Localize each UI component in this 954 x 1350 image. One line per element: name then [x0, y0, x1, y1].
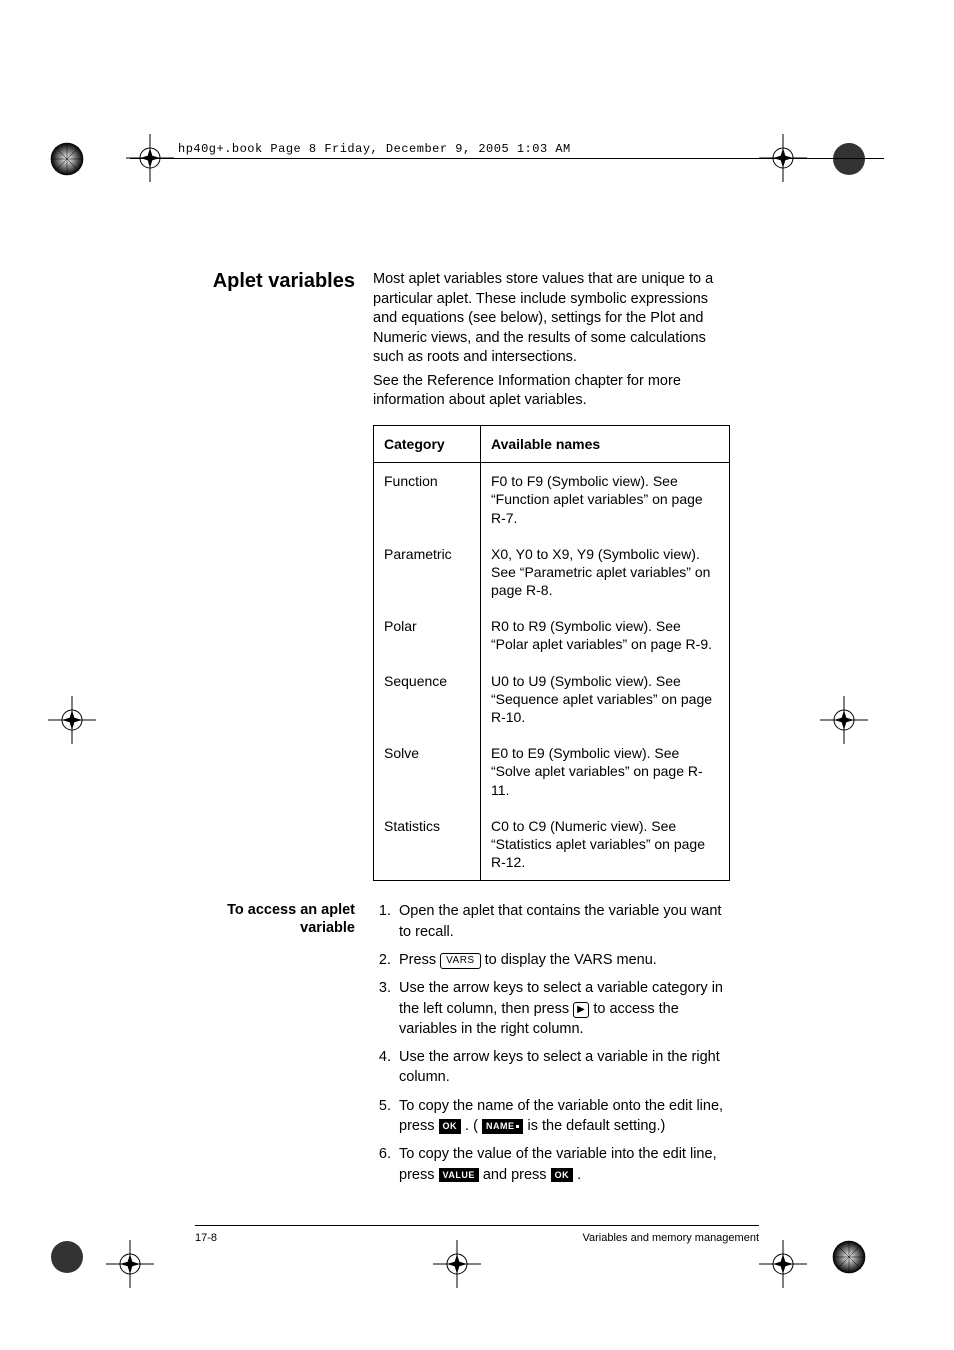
table-cell-category: Sequence	[374, 663, 481, 736]
corner-mark-icon	[832, 142, 866, 176]
registration-mark-icon	[106, 1240, 154, 1288]
ok-softkey-icon: OK	[439, 1119, 462, 1134]
table-row: SolveE0 to E9 (Symbolic view). See “Solv…	[374, 735, 730, 808]
corner-mark-icon	[50, 1240, 84, 1274]
table-cell-category: Statistics	[374, 808, 481, 881]
table-cell-category: Solve	[374, 735, 481, 808]
vars-key-icon: VARS	[440, 953, 481, 969]
registration-mark-icon	[820, 696, 868, 744]
footer-title: Variables and memory management	[583, 1232, 760, 1244]
table-cell-category: Polar	[374, 608, 481, 662]
table-header-category: Category	[374, 425, 481, 462]
table-cell-category: Function	[374, 463, 481, 536]
table-cell-names: E0 to E9 (Symbolic view). See “Solve apl…	[481, 735, 730, 808]
list-item: Open the aplet that contains the variabl…	[395, 901, 730, 942]
table-cell-names: X0, Y0 to X9, Y9 (Symbolic view). See “P…	[481, 536, 730, 609]
table-cell-names: R0 to R9 (Symbolic view). See “Polar apl…	[481, 608, 730, 662]
list-item: Use the arrow keys to select a variable …	[395, 978, 730, 1039]
footer-rule	[195, 1225, 759, 1226]
aplet-variables-table: Category Available names FunctionF0 to F…	[373, 425, 730, 881]
ok-softkey-icon: OK	[551, 1168, 574, 1183]
name-softkey-icon: NAME	[482, 1119, 524, 1134]
table-cell-names: F0 to F9 (Symbolic view). See “Function …	[481, 463, 730, 536]
header-filename: hp40g+.book Page 8 Friday, December 9, 2…	[178, 142, 571, 156]
section-heading: Aplet variables	[195, 270, 355, 293]
registration-mark-icon	[48, 696, 96, 744]
registration-mark-icon	[759, 1240, 807, 1288]
value-softkey-icon: VALUE	[439, 1168, 479, 1183]
list-item: Press VARS to display the VARS menu.	[395, 950, 730, 970]
table-cell-names: U0 to U9 (Symbolic view). See “Sequence …	[481, 663, 730, 736]
intro-paragraph-2: See the Reference Information chapter fo…	[373, 372, 730, 411]
subsection-heading: To access an aplet variable	[195, 901, 355, 937]
list-item: To copy the name of the variable onto th…	[395, 1096, 730, 1137]
footer-page-number: 17-8	[195, 1232, 217, 1244]
list-item: To copy the value of the variable into t…	[395, 1144, 730, 1185]
table-header-names: Available names	[481, 425, 730, 462]
table-cell-category: Parametric	[374, 536, 481, 609]
corner-mark-icon	[50, 142, 84, 176]
table-row: FunctionF0 to F9 (Symbolic view). See “F…	[374, 463, 730, 536]
steps-list: Open the aplet that contains the variabl…	[373, 901, 730, 1185]
table-cell-names: C0 to C9 (Numeric view). See “Statistics…	[481, 808, 730, 881]
table-row: ParametricX0, Y0 to X9, Y9 (Symbolic vie…	[374, 536, 730, 609]
list-item: Use the arrow keys to select a variable …	[395, 1047, 730, 1088]
table-row: SequenceU0 to U9 (Symbolic view). See “S…	[374, 663, 730, 736]
corner-mark-icon	[832, 1240, 866, 1274]
intro-paragraph-1: Most aplet variables store values that a…	[373, 270, 730, 368]
right-arrow-key-icon: ▶	[573, 1002, 589, 1018]
registration-mark-icon	[433, 1240, 481, 1288]
table-row: StatisticsC0 to C9 (Numeric view). See “…	[374, 808, 730, 881]
table-row: PolarR0 to R9 (Symbolic view). See “Pola…	[374, 608, 730, 662]
header-rule	[130, 158, 884, 159]
